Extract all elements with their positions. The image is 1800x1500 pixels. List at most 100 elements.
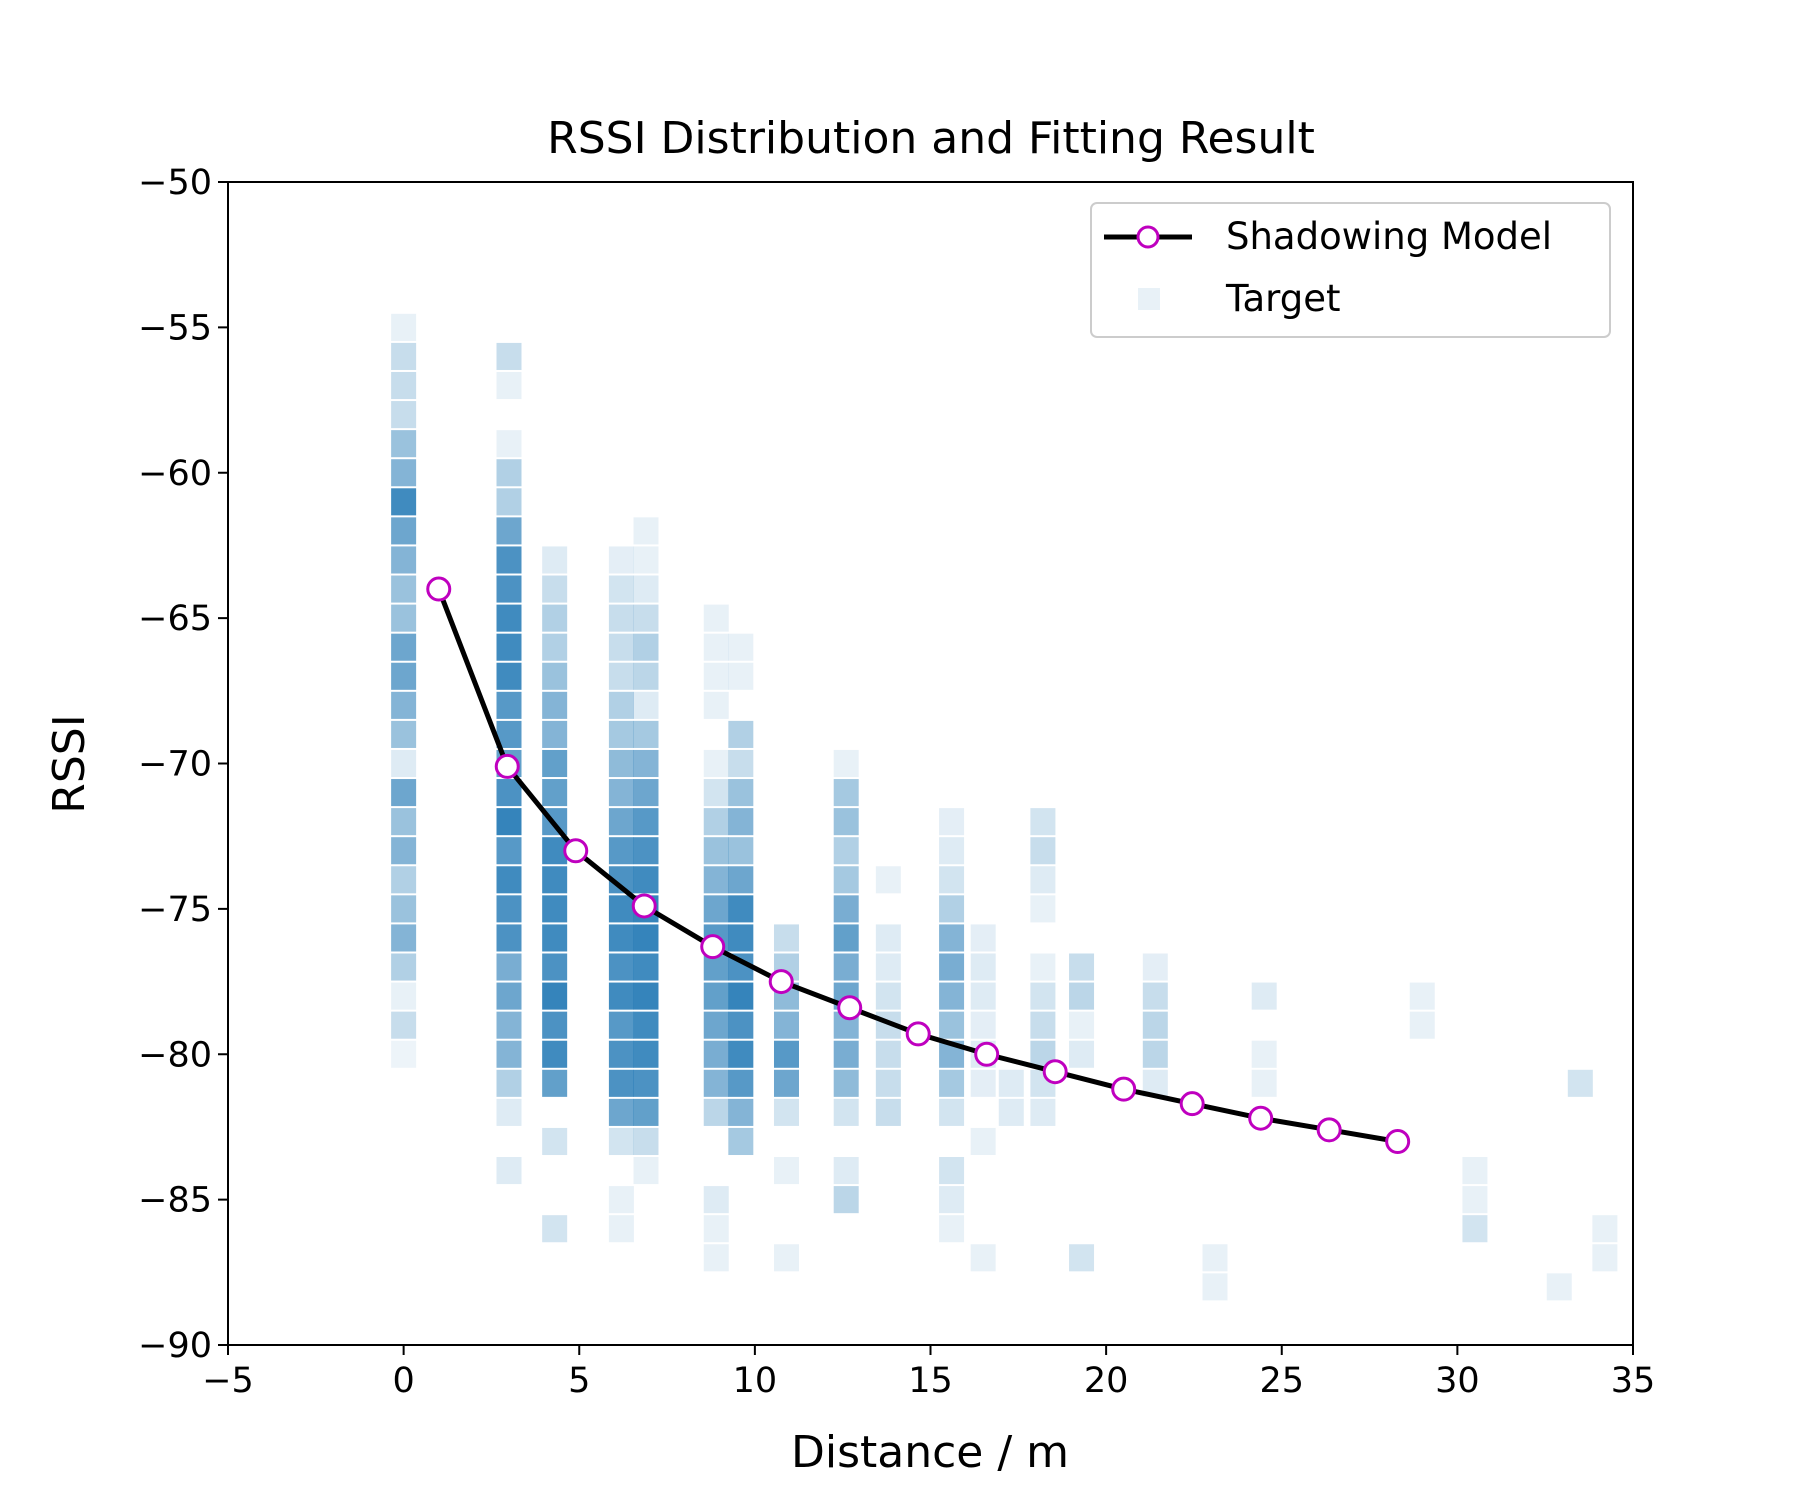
target-point bbox=[970, 953, 996, 981]
target-point bbox=[1462, 1157, 1488, 1185]
model-point bbox=[905, 1021, 931, 1047]
model-point bbox=[1248, 1105, 1274, 1131]
target-point bbox=[542, 1127, 568, 1156]
target-point bbox=[391, 633, 417, 661]
target-point bbox=[633, 779, 659, 807]
x-tick-label: 20 bbox=[1084, 1361, 1129, 1401]
target-point bbox=[1142, 1011, 1168, 1039]
target-point bbox=[391, 982, 417, 1010]
target-point bbox=[703, 1186, 729, 1214]
target-point bbox=[542, 837, 568, 865]
target-point bbox=[833, 1040, 859, 1068]
target-point bbox=[542, 691, 568, 719]
target-point bbox=[1592, 1244, 1618, 1272]
target-point bbox=[833, 1069, 859, 1097]
target-point bbox=[608, 1069, 634, 1097]
target-point bbox=[773, 1011, 799, 1039]
y-tick-label: −50 bbox=[138, 163, 212, 203]
target-point bbox=[939, 837, 965, 865]
target-point bbox=[1069, 1244, 1095, 1272]
target-point bbox=[496, 1069, 522, 1097]
target-point bbox=[542, 895, 568, 923]
y-tick-label: −55 bbox=[138, 308, 212, 348]
target-point bbox=[1142, 953, 1168, 981]
model-point bbox=[494, 753, 520, 779]
target-point bbox=[633, 953, 659, 981]
target-point bbox=[970, 1069, 996, 1097]
target-point bbox=[608, 982, 634, 1010]
target-point bbox=[608, 953, 634, 981]
target-point bbox=[608, 808, 634, 836]
target-point bbox=[728, 662, 754, 690]
target-point bbox=[608, 1215, 634, 1243]
x-tick-label: 5 bbox=[568, 1361, 590, 1401]
target-point bbox=[939, 1157, 965, 1185]
target-point bbox=[833, 779, 859, 807]
target-point bbox=[1462, 1215, 1488, 1243]
target-point bbox=[633, 1098, 659, 1126]
target-point bbox=[1409, 982, 1435, 1010]
target-point bbox=[633, 546, 659, 574]
target-point bbox=[391, 924, 417, 952]
target-point bbox=[542, 1069, 568, 1097]
target-point bbox=[1142, 1040, 1168, 1068]
target-point bbox=[703, 1098, 729, 1126]
y-tick-label: −90 bbox=[138, 1326, 212, 1366]
target-point bbox=[542, 866, 568, 894]
target-point bbox=[875, 866, 901, 894]
target-point bbox=[633, 662, 659, 690]
target-point bbox=[391, 517, 417, 545]
target-point bbox=[833, 808, 859, 836]
target-point bbox=[608, 633, 634, 661]
target-point bbox=[633, 924, 659, 952]
target-point bbox=[542, 953, 568, 981]
target-point bbox=[703, 866, 729, 894]
target-point bbox=[391, 371, 417, 400]
target-point bbox=[542, 1215, 568, 1243]
target-point bbox=[939, 1069, 965, 1097]
target-point bbox=[391, 866, 417, 894]
target-point bbox=[496, 1157, 522, 1185]
target-point bbox=[542, 982, 568, 1010]
target-point bbox=[391, 313, 417, 341]
target-point bbox=[633, 691, 659, 719]
target-point bbox=[703, 749, 729, 778]
target-point bbox=[773, 924, 799, 952]
target-series bbox=[391, 313, 1618, 1301]
target-point bbox=[496, 604, 522, 632]
legend-label-target: Target bbox=[1225, 277, 1340, 320]
target-point bbox=[875, 982, 901, 1010]
target-point bbox=[633, 982, 659, 1010]
target-point bbox=[1069, 1040, 1095, 1068]
target-point bbox=[391, 546, 417, 574]
target-point bbox=[608, 895, 634, 923]
target-point bbox=[1567, 1069, 1593, 1097]
target-point bbox=[542, 546, 568, 574]
target-point bbox=[833, 1186, 859, 1214]
target-point bbox=[496, 924, 522, 952]
target-point bbox=[391, 895, 417, 923]
target-point bbox=[496, 691, 522, 719]
target-point bbox=[391, 1011, 417, 1039]
target-point bbox=[939, 895, 965, 923]
model-point bbox=[1179, 1091, 1205, 1117]
target-point bbox=[1592, 1215, 1618, 1243]
target-point bbox=[391, 749, 417, 778]
x-tick-label: 30 bbox=[1435, 1361, 1480, 1401]
target-point bbox=[391, 488, 417, 516]
target-point bbox=[1030, 1011, 1056, 1039]
target-point bbox=[608, 924, 634, 952]
y-tick-label: −85 bbox=[138, 1181, 212, 1221]
model-point bbox=[837, 995, 863, 1021]
target-point bbox=[496, 837, 522, 865]
target-point bbox=[833, 837, 859, 865]
target-point bbox=[496, 953, 522, 981]
model-point bbox=[631, 893, 657, 919]
target-point bbox=[496, 575, 522, 603]
target-point bbox=[833, 1157, 859, 1185]
target-point bbox=[608, 662, 634, 690]
target-point bbox=[875, 953, 901, 981]
target-point bbox=[391, 808, 417, 836]
target-point bbox=[391, 720, 417, 748]
